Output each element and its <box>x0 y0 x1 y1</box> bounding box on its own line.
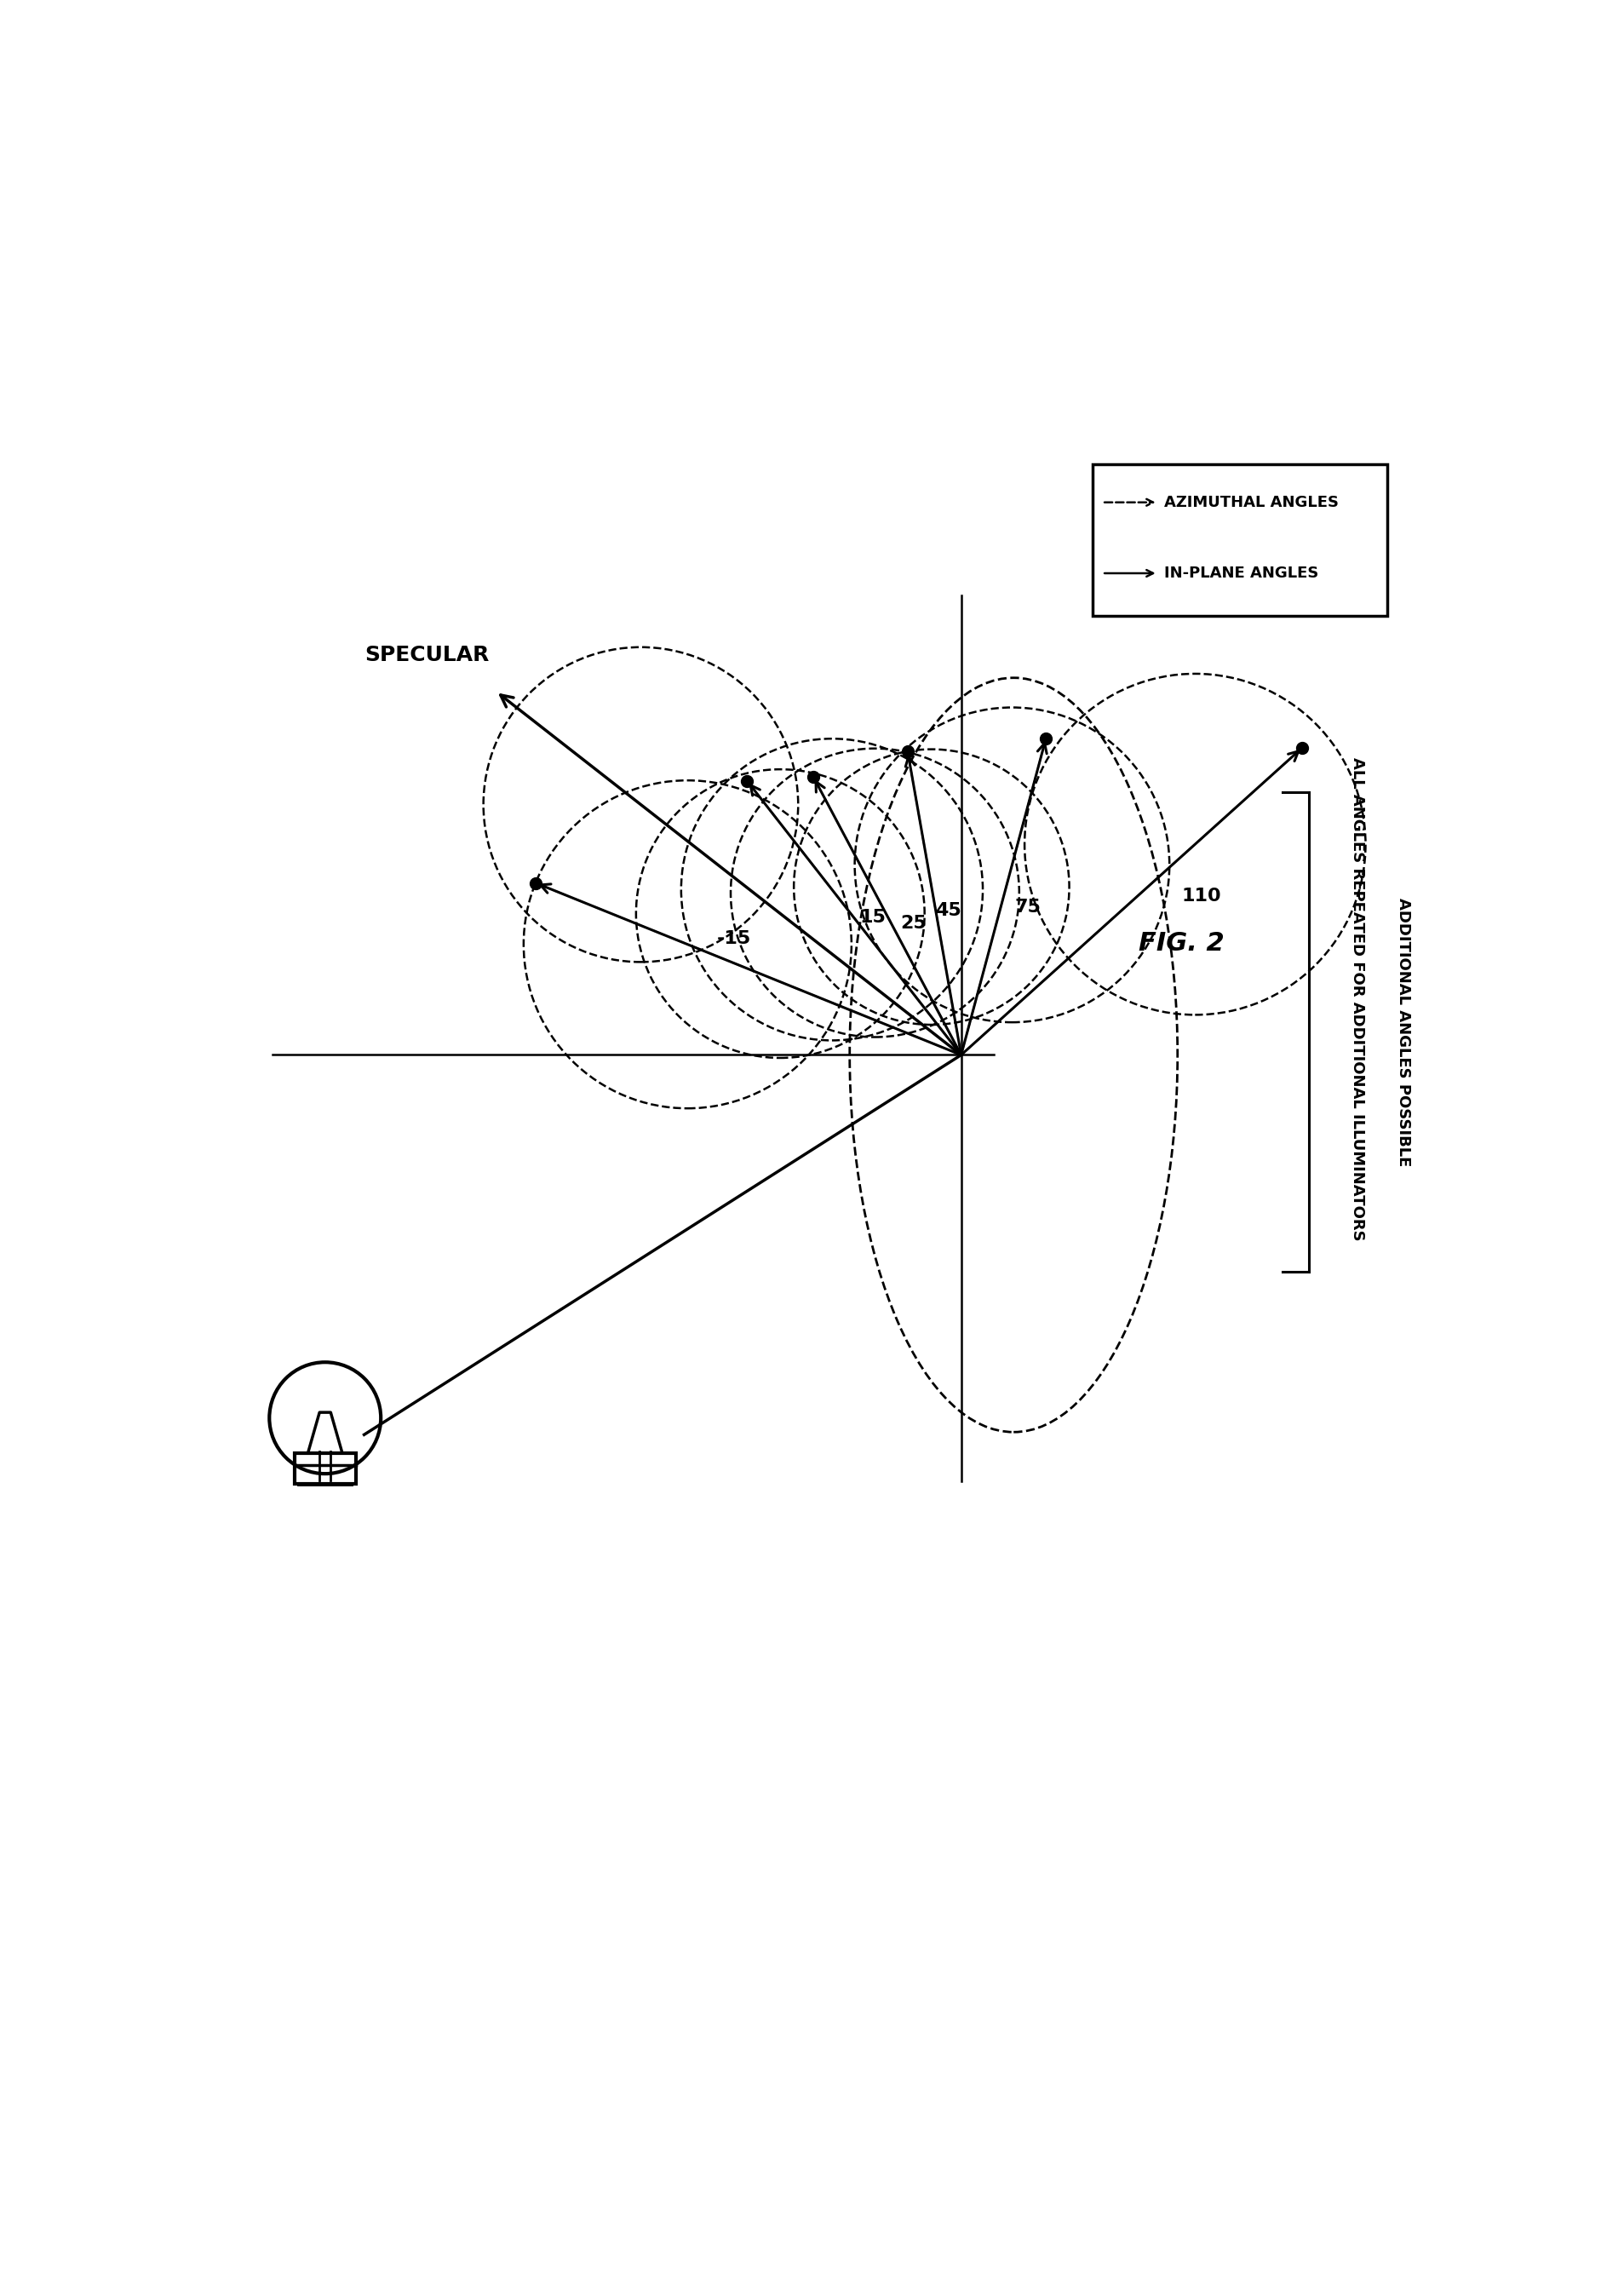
Text: 25: 25 <box>901 915 927 933</box>
Text: 15: 15 <box>859 908 887 926</box>
Text: ADDITIONAL ANGLES POSSIBLE: ADDITIONAL ANGLES POSSIBLE <box>1397 897 1411 1165</box>
Text: SPECULAR: SPECULAR <box>365 644 489 665</box>
Text: -15: -15 <box>716 931 752 947</box>
Text: 75: 75 <box>1015 899 1041 915</box>
Text: FIG. 2: FIG. 2 <box>1138 931 1224 956</box>
Bar <box>1093 464 1387 615</box>
Text: AZIMUTHAL ANGLES: AZIMUTHAL ANGLES <box>1164 494 1340 510</box>
Text: 45: 45 <box>935 901 961 920</box>
Text: 110: 110 <box>1182 888 1221 906</box>
Text: IN-PLANE ANGLES: IN-PLANE ANGLES <box>1164 564 1319 580</box>
Text: ALL ANGLES REPEATED FOR ADDITIONAL ILLUMINATORS: ALL ANGLES REPEATED FOR ADDITIONAL ILLUM… <box>1350 758 1366 1240</box>
Bar <box>294 1452 356 1484</box>
